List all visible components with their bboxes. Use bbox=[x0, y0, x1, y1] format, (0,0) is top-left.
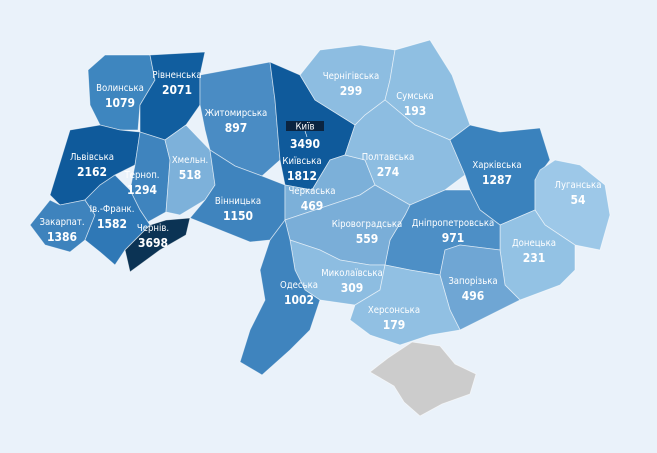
region-value-ivano-frankivska: 1582 bbox=[97, 217, 127, 231]
region-name-rivnenska: Рівненська bbox=[152, 70, 201, 81]
region-volynska bbox=[87, 54, 156, 131]
region-name-donetska: Донецька bbox=[512, 238, 556, 249]
region-value-zaporizka: 496 bbox=[462, 289, 485, 303]
kyiv-city-pointer bbox=[304, 130, 308, 138]
region-name-cherkaska: Черкаська bbox=[288, 186, 335, 197]
region-name-odeska: Одеська bbox=[280, 280, 318, 291]
kyiv-city-value: 3490 bbox=[290, 137, 320, 151]
region-value-dnipropetrovska: 971 bbox=[442, 231, 465, 245]
region-name-volynska: Волинська bbox=[96, 83, 144, 94]
region-name-khersonska: Херсонська bbox=[368, 305, 420, 316]
region-value-khmelnytska: 518 bbox=[179, 168, 202, 182]
region-name-kirovohradska: Кіровоградська bbox=[332, 219, 403, 230]
region-value-kyivska: 1812 bbox=[287, 169, 317, 183]
region-odeska bbox=[239, 219, 321, 376]
region-name-sumska: Сумська bbox=[396, 91, 434, 102]
region-value-rivnenska: 2071 bbox=[162, 83, 192, 97]
region-value-vinnytska: 1150 bbox=[223, 209, 253, 223]
region-value-zhytomyrska: 897 bbox=[225, 121, 248, 135]
region-name-zhytomyrska: Житомирська bbox=[205, 108, 268, 119]
region-value-zakarpatska: 1386 bbox=[47, 230, 77, 244]
region-crimea bbox=[369, 341, 477, 417]
region-value-chernihivska: 299 bbox=[340, 84, 363, 98]
kyiv-city-label: Київ 3490 bbox=[286, 121, 324, 151]
region-name-chernihivska: Чернігівська bbox=[323, 71, 380, 82]
region-value-khersonska: 179 bbox=[383, 318, 406, 332]
region-value-cherkaska: 469 bbox=[301, 199, 324, 213]
region-value-sumska: 193 bbox=[404, 104, 427, 118]
region-name-poltavska: Полтавська bbox=[362, 152, 415, 163]
region-value-volynska: 1079 bbox=[105, 96, 135, 110]
region-value-chernivetska: 3698 bbox=[138, 236, 168, 250]
kyiv-city-label-box bbox=[286, 121, 324, 131]
region-value-donetska: 231 bbox=[523, 251, 546, 265]
region-value-kharkivska: 1287 bbox=[482, 173, 512, 187]
region-name-chernivetska: Чернів. bbox=[137, 223, 169, 234]
region-value-ternopilska: 1294 bbox=[127, 183, 158, 197]
region-value-lvivska: 2162 bbox=[77, 165, 107, 179]
region-name-zaporizka: Запорізька bbox=[448, 276, 497, 287]
region-value-kirovohradska: 559 bbox=[356, 232, 379, 246]
region-name-khmelnytska: Хмельн. bbox=[172, 155, 208, 166]
region-value-luhanska: 54 bbox=[570, 193, 586, 207]
region-chernivetska bbox=[124, 217, 191, 273]
region-name-vinnytska: Вінницька bbox=[215, 196, 261, 207]
region-value-odeska: 1002 bbox=[284, 293, 314, 307]
region-name-kharkivska: Харківська bbox=[472, 160, 521, 171]
region-khersonska bbox=[349, 264, 461, 346]
region-value-poltavska: 274 bbox=[377, 165, 400, 179]
region-value-mykolaivska: 309 bbox=[341, 281, 364, 295]
region-name-lvivska: Львівська bbox=[70, 152, 114, 163]
region-name-luhanska: Луганська bbox=[555, 180, 602, 191]
region-name-mykolaivska: Миколаївська bbox=[321, 268, 383, 279]
region-name-ivano-frankivska: Ів.-Франк. bbox=[90, 204, 135, 215]
region-name-ternopilska: Терноп. bbox=[123, 170, 159, 181]
region-name-dnipropetrovska: Дніпропетровська bbox=[412, 218, 495, 229]
kyiv-city-name: Київ bbox=[295, 122, 314, 133]
region-name-kyivska: Київська bbox=[282, 156, 321, 167]
region-poltavska bbox=[344, 99, 466, 206]
region-name-zakarpatska: Закарпат. bbox=[39, 217, 84, 228]
region-luhanska bbox=[534, 159, 611, 251]
